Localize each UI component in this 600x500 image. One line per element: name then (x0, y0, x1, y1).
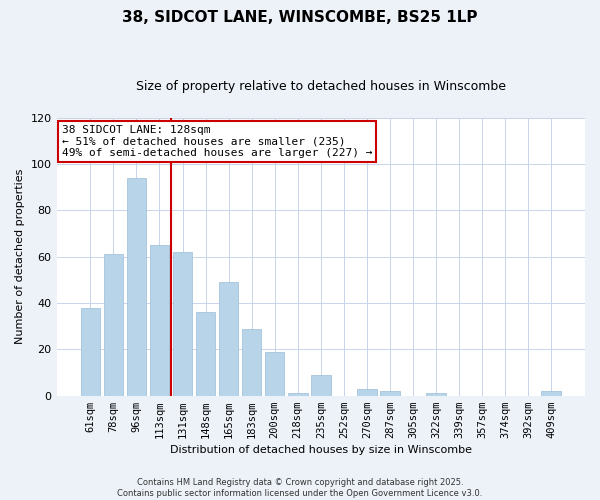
Bar (541, 391, 561, 396)
Text: 38 SIDCOT LANE: 128sqm
← 51% of detached houses are smaller (235)
49% of semi-de: 38 SIDCOT LANE: 128sqm ← 51% of detached… (62, 124, 373, 158)
Bar (80, 308, 100, 396)
Bar (380, 391, 400, 396)
Y-axis label: Number of detached properties: Number of detached properties (15, 169, 25, 344)
Bar (219, 282, 238, 396)
Bar (357, 388, 377, 396)
Text: 38, SIDCOT LANE, WINSCOMBE, BS25 1LP: 38, SIDCOT LANE, WINSCOMBE, BS25 1LP (122, 10, 478, 25)
Bar (127, 178, 146, 396)
Bar (149, 245, 169, 396)
Title: Size of property relative to detached houses in Winscombe: Size of property relative to detached ho… (136, 80, 506, 93)
X-axis label: Distribution of detached houses by size in Winscombe: Distribution of detached houses by size … (170, 445, 472, 455)
Bar (242, 328, 262, 396)
Bar (104, 254, 123, 396)
Bar (288, 394, 308, 396)
Bar (196, 312, 215, 396)
Bar (311, 375, 331, 396)
Bar (265, 352, 284, 396)
Bar (426, 394, 446, 396)
Text: Contains HM Land Registry data © Crown copyright and database right 2025.
Contai: Contains HM Land Registry data © Crown c… (118, 478, 482, 498)
Bar (173, 252, 193, 396)
